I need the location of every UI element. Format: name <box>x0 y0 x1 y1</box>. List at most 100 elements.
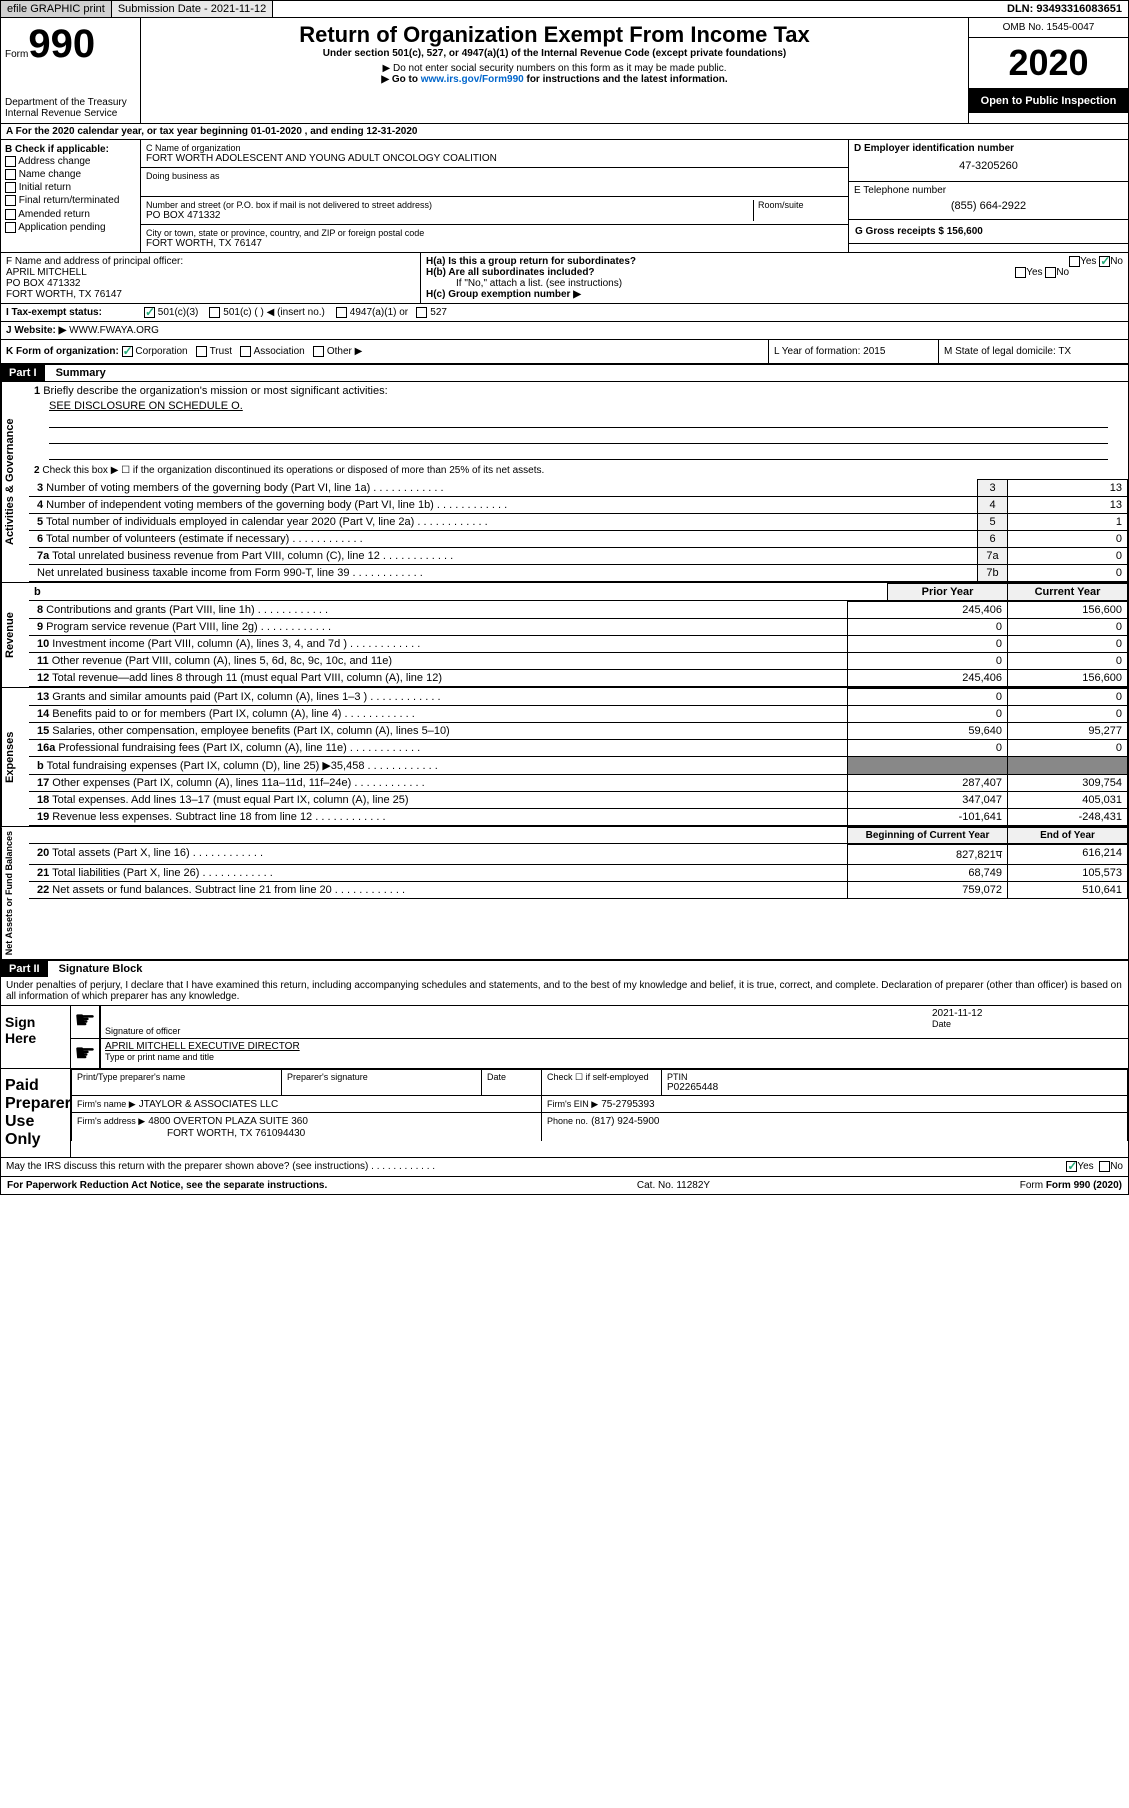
paid-preparer-section: Paid Preparer Use Only Print/Type prepar… <box>1 1068 1128 1157</box>
sign-here-section: Sign Here ☛ Signature of officer 2021-11… <box>1 1005 1128 1068</box>
part2-title: Signature Block <box>51 963 143 975</box>
firm-addr1: 4800 OVERTON PLAZA SUITE 360 <box>148 1116 308 1127</box>
street-address: PO BOX 471332 <box>146 210 753 221</box>
table-row: 3 Number of voting members of the govern… <box>29 480 1128 497</box>
table-row: 11 Other revenue (Part VIII, column (A),… <box>29 653 1128 670</box>
corp-check[interactable] <box>122 346 133 357</box>
city-state-zip: FORT WORTH, TX 76147 <box>146 238 843 249</box>
ein-label: D Employer identification number <box>854 143 1123 154</box>
vlabel-governance: Activities & Governance <box>1 382 29 582</box>
discuss-row: May the IRS discuss this return with the… <box>1 1157 1128 1175</box>
addr-label: Number and street (or P.O. box if mail i… <box>146 200 753 210</box>
tax-year: 2020 <box>1008 42 1088 83</box>
year-formation: L Year of formation: 2015 <box>768 340 938 363</box>
firm-name: JTAYLOR & ASSOCIATES LLC <box>139 1099 279 1110</box>
paid-prep-label: Paid Preparer Use Only <box>1 1069 71 1157</box>
hb-no[interactable] <box>1045 267 1056 278</box>
tax-status-row: I Tax-exempt status: 501(c)(3) 501(c) ( … <box>1 303 1128 321</box>
website-row: J Website: ▶ WWW.FWAYA.ORG <box>1 321 1128 339</box>
table-row: 7a Total unrelated business revenue from… <box>29 548 1128 565</box>
table-row: 8 Contributions and grants (Part VIII, l… <box>29 602 1128 619</box>
table-row: 12 Total revenue—add lines 8 through 11 … <box>29 670 1128 687</box>
officer-printed-name: APRIL MITCHELL EXECUTIVE DIRECTOR <box>105 1041 300 1052</box>
inspection-badge: Open to Public Inspection <box>969 89 1128 113</box>
phone-label: E Telephone number <box>854 185 1123 196</box>
efile-label: efile GRAPHIC print <box>1 1 112 17</box>
501c3-check[interactable] <box>144 307 155 318</box>
omb-number: OMB No. 1545-0047 <box>969 18 1128 38</box>
501c-check[interactable] <box>209 307 220 318</box>
firm-phone: (817) 924-5900 <box>591 1116 659 1127</box>
vlabel-net: Net Assets or Fund Balances <box>1 827 29 959</box>
firm-ein: 75-2795393 <box>601 1099 654 1110</box>
table-row: Net unrelated business taxable income fr… <box>29 565 1128 582</box>
discuss-yes[interactable] <box>1066 1161 1077 1172</box>
ein-value: 47-3205260 <box>854 154 1123 178</box>
officer-label: F Name and address of principal officer: <box>6 256 415 267</box>
table-row: 10 Investment income (Part VIII, column … <box>29 636 1128 653</box>
trust-check[interactable] <box>196 346 207 357</box>
hdr-prior-year: Prior Year <box>888 584 1008 601</box>
check-item[interactable]: Address change <box>5 155 136 168</box>
hdr-end-year: End of Year <box>1008 828 1128 844</box>
table-row: 20 Total assets (Part X, line 16) 827,82… <box>29 845 1128 865</box>
check-item[interactable]: Initial return <box>5 181 136 194</box>
form990-link[interactable]: www.irs.gov/Form990 <box>421 74 524 85</box>
dba-label: Doing business as <box>146 171 843 181</box>
table-row: 22 Net assets or fund balances. Subtract… <box>29 882 1128 899</box>
ha-no[interactable] <box>1099 256 1110 267</box>
other-check[interactable] <box>313 346 324 357</box>
form-number: 990 <box>28 22 95 66</box>
q2-label: Check this box ▶ ☐ if the organization d… <box>42 465 544 476</box>
state-domicile: M State of legal domicile: TX <box>938 340 1128 363</box>
check-item[interactable]: Final return/terminated <box>5 194 136 207</box>
officer-name: APRIL MITCHELL <box>6 267 415 278</box>
ha-label: H(a) Is this a group return for subordin… <box>426 256 636 267</box>
table-row: b Total fundraising expenses (Part IX, c… <box>29 757 1128 775</box>
hb-yes[interactable] <box>1015 267 1026 278</box>
title-section: Form990 Department of the Treasury Inter… <box>1 18 1128 123</box>
hdr-beg-year: Beginning of Current Year <box>848 828 1008 844</box>
sig-officer-label: Signature of officer <box>105 1026 924 1036</box>
sign-here-label: Sign Here <box>1 1006 71 1068</box>
table-row: 15 Salaries, other compensation, employe… <box>29 723 1128 740</box>
part1-header: Part I <box>1 365 45 381</box>
org-name: FORT WORTH ADOLESCENT AND YOUNG ADULT ON… <box>146 153 843 164</box>
subtitle: Under section 501(c), 527, or 4947(a)(1)… <box>145 48 964 59</box>
hb-label: H(b) Are all subordinates included? <box>426 267 595 278</box>
room-label: Room/suite <box>758 200 843 210</box>
top-toolbar: efile GRAPHIC print Submission Date - 20… <box>1 1 1128 18</box>
ha-yes[interactable] <box>1069 256 1080 267</box>
ptin-value: P02265448 <box>667 1082 1122 1093</box>
table-row: 6 Total number of volunteers (estimate i… <box>29 531 1128 548</box>
declaration-text: Under penalties of perjury, I declare th… <box>1 977 1128 1005</box>
page-footer: For Paperwork Reduction Act Notice, see … <box>1 1176 1128 1194</box>
vlabel-revenue: Revenue <box>1 583 29 687</box>
q1-label: Briefly describe the organization's miss… <box>43 385 387 397</box>
entity-info-section: B Check if applicable: Address change Na… <box>1 139 1128 252</box>
note-1: ▶ Do not enter social security numbers o… <box>145 63 964 74</box>
org-name-label: C Name of organization <box>146 143 843 153</box>
main-title: Return of Organization Exempt From Incom… <box>145 22 964 48</box>
part1-title: Summary <box>48 367 106 379</box>
check-item[interactable]: Amended return <box>5 208 136 221</box>
hdr-current-year: Current Year <box>1008 584 1128 601</box>
check-item[interactable]: Application pending <box>5 221 136 234</box>
submission-date: Submission Date - 2021-11-12 <box>112 1 273 17</box>
vlabel-expenses: Expenses <box>1 688 29 826</box>
table-row: 16a Professional fundraising fees (Part … <box>29 740 1128 757</box>
discuss-no[interactable] <box>1099 1161 1110 1172</box>
check-item[interactable]: Name change <box>5 168 136 181</box>
table-row: 9 Program service revenue (Part VIII, li… <box>29 619 1128 636</box>
part-2: Part II Signature Block <box>1 959 1128 977</box>
box-b-label: B Check if applicable: <box>5 144 136 155</box>
self-employed-check[interactable]: Check ☐ if self-employed <box>547 1072 656 1083</box>
4947-check[interactable] <box>336 307 347 318</box>
assoc-check[interactable] <box>240 346 251 357</box>
form-org-row: K Form of organization: Corporation Trus… <box>1 339 1128 363</box>
table-row: 18 Total expenses. Add lines 13–17 (must… <box>29 792 1128 809</box>
q1-answer: SEE DISCLOSURE ON SCHEDULE O. <box>49 400 243 412</box>
officer-group-row: F Name and address of principal officer:… <box>1 252 1128 303</box>
table-row: 4 Number of independent voting members o… <box>29 497 1128 514</box>
527-check[interactable] <box>416 307 427 318</box>
